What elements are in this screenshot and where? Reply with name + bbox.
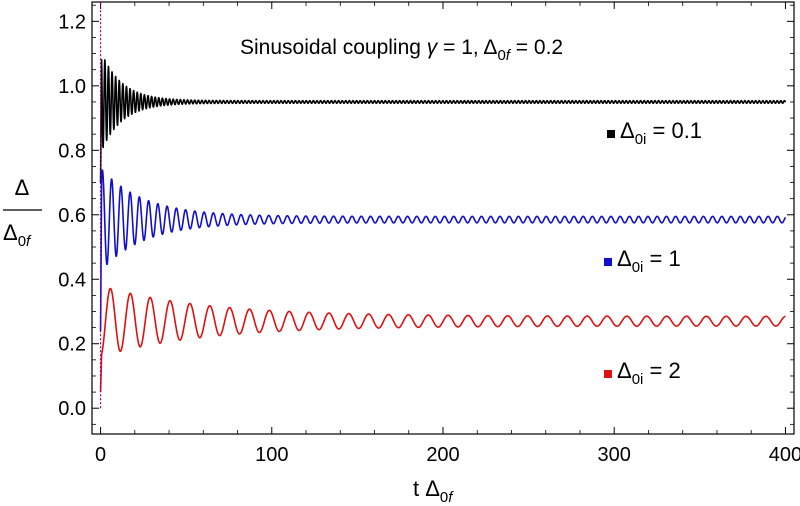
tick-group: 0 100 200 300 400 0.0 0.2 0.4 0.6 0.8 1.0 1.2 [58,2,800,466]
x-tick-label: 200 [426,444,459,466]
y-tick-label: 0.4 [58,269,86,291]
x-axis-label: t Δ0f [413,476,454,506]
y-tick-label: 0.2 [58,334,86,356]
series-line-3 [99,287,787,393]
series-line-2 [99,169,787,331]
legend-swatch-1 [607,130,615,138]
legend-label-3: Δ0i = 2 [617,358,681,388]
y-tick-label: 1.2 [58,11,86,33]
x-tick-label: 100 [255,444,288,466]
y-tick-label: 0.8 [58,140,86,162]
y-axis-label-numerator: Δ [15,175,30,200]
y-tick-label: 0.6 [58,205,86,227]
legend-label-2: Δ0i = 1 [617,246,681,276]
legend-label-1: Δ0i = 0.1 [620,118,702,148]
legend-swatch-2 [604,258,612,266]
series-line-1 [99,58,787,183]
x-tick-label: 0 [95,444,106,466]
x-tick-label: 400 [769,444,800,466]
series-group [99,2,787,409]
legend-group: Δ0i = 0.1 Δ0i = 1 Δ0i = 2 [604,118,702,388]
x-tick-label: 300 [598,444,631,466]
y-axis-label-denominator: Δ0f [3,220,32,250]
legend-swatch-3 [604,370,612,378]
y-tick-label: 0.0 [58,398,86,420]
chart-title: Sinusoidal coupling γ = 1, Δ0f = 0.2 [240,36,563,64]
y-tick-label: 1.0 [58,76,86,98]
